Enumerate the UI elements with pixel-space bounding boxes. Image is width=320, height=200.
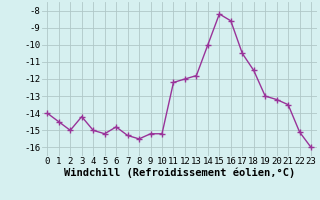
X-axis label: Windchill (Refroidissement éolien,°C): Windchill (Refroidissement éolien,°C)	[64, 168, 295, 178]
